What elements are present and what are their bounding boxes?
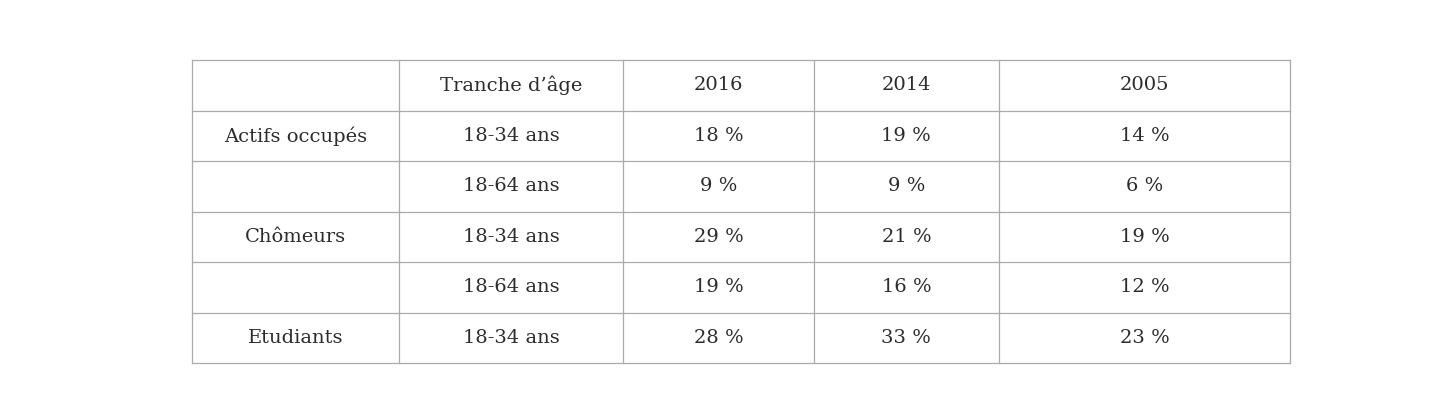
Text: 6 %: 6 % <box>1126 177 1163 195</box>
Text: 28 %: 28 % <box>694 329 743 347</box>
Text: 9 %: 9 % <box>888 177 925 195</box>
Text: 18-34 ans: 18-34 ans <box>463 329 560 347</box>
Text: 19 %: 19 % <box>1119 228 1170 246</box>
Text: Actifs occupés: Actifs occupés <box>224 126 367 145</box>
Text: Chômeurs: Chômeurs <box>244 228 346 246</box>
Text: 21 %: 21 % <box>882 228 931 246</box>
Text: 18 %: 18 % <box>694 127 743 145</box>
Text: Etudiants: Etudiants <box>247 329 343 347</box>
Text: 9 %: 9 % <box>700 177 737 195</box>
Text: 18-34 ans: 18-34 ans <box>463 228 560 246</box>
Text: 18-64 ans: 18-64 ans <box>463 177 560 195</box>
Text: 19 %: 19 % <box>694 278 743 296</box>
Text: 19 %: 19 % <box>882 127 931 145</box>
Text: 16 %: 16 % <box>882 278 931 296</box>
Text: 29 %: 29 % <box>694 228 743 246</box>
Text: 12 %: 12 % <box>1119 278 1170 296</box>
Text: 2014: 2014 <box>882 76 931 94</box>
Text: 33 %: 33 % <box>882 329 931 347</box>
Text: 14 %: 14 % <box>1119 127 1170 145</box>
Text: 18-64 ans: 18-64 ans <box>463 278 560 296</box>
Text: Tranche d’âge: Tranche d’âge <box>440 75 583 95</box>
Text: 2016: 2016 <box>694 76 743 94</box>
Text: 23 %: 23 % <box>1119 329 1170 347</box>
Text: 18-34 ans: 18-34 ans <box>463 127 560 145</box>
Text: 2005: 2005 <box>1119 76 1170 94</box>
